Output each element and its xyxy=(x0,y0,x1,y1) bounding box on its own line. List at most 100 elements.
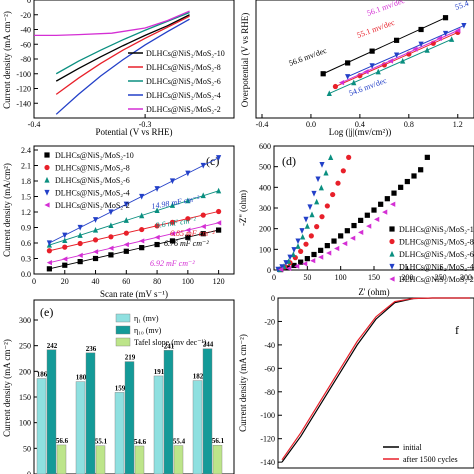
c-point xyxy=(154,207,160,214)
b-point xyxy=(449,36,455,42)
e-ytick-label: 300 xyxy=(19,316,31,325)
e-bar-value-label: 56.6 xyxy=(56,437,69,445)
c-point xyxy=(169,238,176,244)
a-xtick-label: -0.4 xyxy=(28,120,41,129)
e-bar xyxy=(134,445,145,474)
c-point xyxy=(46,260,52,266)
d-point xyxy=(279,264,285,270)
d-point xyxy=(390,201,396,207)
c-point xyxy=(216,208,222,215)
d-legend-label: DLHCs@NiS₂/MoS₂-6 xyxy=(399,250,474,259)
d-legend-marker xyxy=(389,226,395,232)
d-point xyxy=(291,262,297,269)
d-point xyxy=(302,261,308,267)
c-xtick-label: 20 xyxy=(61,277,69,286)
e-legend-label: Tafel slope (mv dec⁻¹) xyxy=(134,338,207,347)
e-ytick-label: 50 xyxy=(23,444,31,453)
c-point xyxy=(200,162,206,169)
b-fit-line xyxy=(322,17,446,75)
d-point xyxy=(319,162,325,168)
c-point xyxy=(92,217,99,223)
c-point xyxy=(216,187,222,194)
d-point xyxy=(307,204,313,211)
d-point xyxy=(291,247,297,253)
d-xtick-label: 100 xyxy=(335,273,347,282)
c-annotation: 6.85 mF cm⁻² xyxy=(170,229,215,238)
c-point xyxy=(216,227,222,233)
panel-c-ylabel: Current density (mA/cm²) xyxy=(2,163,12,257)
d-point xyxy=(330,191,336,198)
d-point xyxy=(418,167,424,173)
c-legend-marker xyxy=(44,164,50,171)
c-ytick-label: 1.5 xyxy=(21,193,31,202)
d-point xyxy=(315,176,321,183)
b-annotation: 55.4 xyxy=(454,0,470,12)
c-point xyxy=(46,266,52,272)
e-bar xyxy=(124,361,135,474)
d-point xyxy=(323,169,329,176)
c-point xyxy=(154,241,160,248)
d-point xyxy=(318,247,324,253)
c-point xyxy=(123,241,129,248)
c-legend-marker xyxy=(44,176,50,183)
panel-b-xlabel: Log (|j|(mv/cm²)) xyxy=(329,127,392,137)
c-point xyxy=(200,212,206,218)
c-point xyxy=(169,202,176,208)
e-bar xyxy=(56,444,67,474)
c-point xyxy=(108,252,114,258)
c-point xyxy=(62,262,68,268)
c-ytick-label: 1.8 xyxy=(21,177,31,186)
d-point xyxy=(324,243,330,249)
e-bar xyxy=(46,349,57,474)
d-xtick-label: 300 xyxy=(460,273,472,282)
c-point xyxy=(200,223,206,230)
d-point xyxy=(384,196,390,202)
b-fit-line xyxy=(329,38,452,94)
d-point xyxy=(344,228,350,234)
panel-c: (c) Current density (mA/cm²) Scan rate (… xyxy=(2,145,235,299)
c-legend-marker xyxy=(44,202,50,208)
d-point xyxy=(309,211,315,218)
d-point xyxy=(300,233,306,240)
d-legend-marker xyxy=(389,250,395,257)
a-ytick-label: -80 xyxy=(20,55,31,64)
b-point xyxy=(418,26,424,33)
d-point xyxy=(283,260,289,266)
c-legend-marker xyxy=(44,152,50,158)
panel-d-xlabel: Z' (ohm) xyxy=(358,287,389,297)
c-point xyxy=(139,245,145,251)
c-fit-line xyxy=(49,211,219,252)
c-point xyxy=(185,170,191,177)
a-ytick-label: -60 xyxy=(20,40,31,49)
e-bar-value-label: 56.1 xyxy=(212,437,225,445)
c-xtick-label: 40 xyxy=(92,277,100,286)
d-point xyxy=(311,190,317,197)
d-legend-label: DLHCs@NiS₂/MoS₂-4 xyxy=(399,263,474,272)
a-series-line xyxy=(55,15,190,95)
a-legend-label: DLHCs@NiS₂/MoS₂-4 xyxy=(146,91,221,100)
e-legend-swatch xyxy=(115,313,131,323)
d-point xyxy=(350,235,356,241)
f-ytick-label: -140 xyxy=(260,458,275,467)
panel-c-xlabel: Scan rate (mV s⁻¹) xyxy=(100,289,168,299)
d-point xyxy=(308,233,314,239)
d-point xyxy=(374,216,380,222)
e-bar xyxy=(192,380,203,474)
b-xtick-label: -0.4 xyxy=(256,120,269,129)
c-point xyxy=(185,216,191,222)
c-ytick-label: 0.6 xyxy=(21,239,31,248)
b-fit-line xyxy=(347,25,465,78)
a-series-line xyxy=(34,10,190,37)
c-legend-label: DLHCs@NiS₂/MoS₂-6 xyxy=(55,176,130,185)
a-series-line xyxy=(55,11,190,75)
e-bar-value-label: 242 xyxy=(47,342,58,350)
d-point xyxy=(398,184,404,190)
c-point xyxy=(123,230,129,236)
c-annotation: 6.76 mF cm⁻² xyxy=(164,239,209,248)
d-point xyxy=(334,245,340,252)
e-ytick-label: 150 xyxy=(19,393,31,402)
c-point xyxy=(108,245,114,251)
d-point xyxy=(411,173,417,179)
d-point xyxy=(318,184,324,191)
